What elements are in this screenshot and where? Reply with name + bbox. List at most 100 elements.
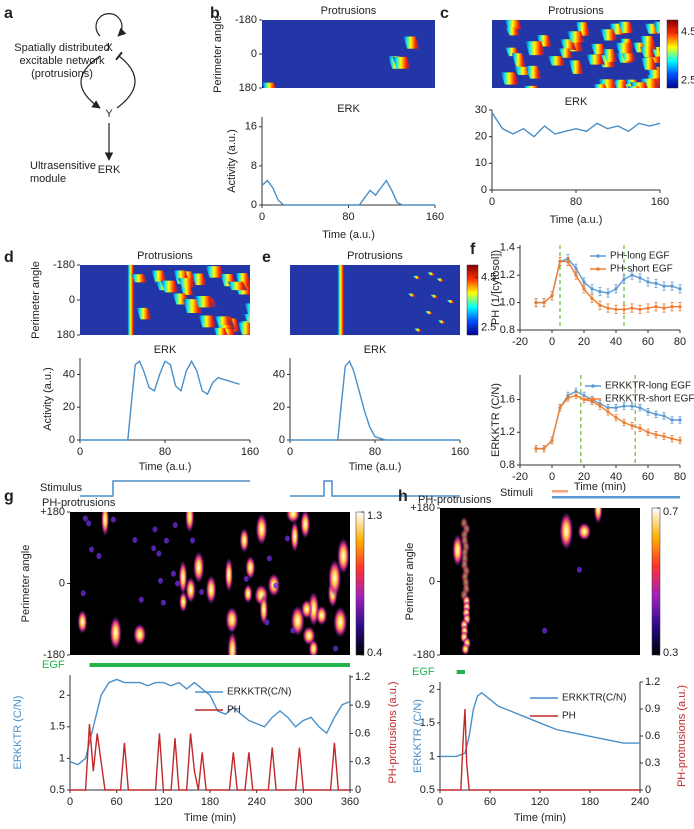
- legend-label: ERKKTR-short EGF: [605, 394, 694, 405]
- protrusion: [284, 535, 290, 542]
- chart-title: Protrusions: [137, 250, 193, 262]
- y-tick-label: 1.0: [500, 296, 515, 308]
- y-axis-label: ERKKTR (C/N): [490, 383, 502, 457]
- y-tick-label: 20: [273, 401, 285, 413]
- protrusion: [205, 575, 217, 605]
- protrusion: [559, 512, 574, 551]
- stimulus-bar: [456, 670, 465, 674]
- protrusion: [266, 555, 272, 562]
- y-axis-label: ERKKTR (C/N): [412, 699, 424, 773]
- y-tick-label: 1: [59, 752, 65, 764]
- point: [566, 259, 570, 264]
- protrusion: [413, 328, 423, 332]
- protrusion: [542, 627, 548, 634]
- point: [622, 307, 626, 312]
- protrusion: [110, 516, 116, 523]
- x-tick-label: 60: [484, 796, 496, 808]
- stimulus-label: EGF: [42, 659, 65, 671]
- y2-tick-label: 1.2: [355, 671, 370, 683]
- x-axis-label: Time (a.u.): [349, 461, 402, 473]
- colorbar: [651, 507, 661, 656]
- protrusion: [615, 42, 634, 54]
- y-tick-label: 16: [245, 121, 257, 133]
- point: [630, 404, 634, 408]
- protrusion: [300, 512, 311, 539]
- protrusion: [567, 31, 586, 43]
- protrusion: [337, 537, 350, 575]
- protrusion: [600, 29, 618, 41]
- point: [646, 410, 650, 414]
- protrusion: [613, 81, 628, 88]
- point: [662, 284, 666, 288]
- panel-label: d: [4, 249, 14, 266]
- y2-tick-label: 0: [645, 784, 651, 796]
- point: [654, 412, 658, 416]
- x-axis-label: Time (min): [184, 812, 236, 824]
- protrusion: [424, 311, 434, 315]
- axes: [261, 117, 435, 206]
- protrusion: [151, 545, 157, 552]
- stimulus-label: Stimuli: [500, 487, 533, 499]
- protrusion: [156, 550, 162, 557]
- y-tick-label: 2: [429, 683, 435, 695]
- protrusion: [290, 520, 299, 553]
- protrusion: [523, 85, 538, 88]
- y-tick-label: 0.5: [50, 784, 65, 796]
- node-x: X: [105, 42, 113, 54]
- y2-tick-label: 0.6: [645, 730, 660, 742]
- protrusion: [586, 54, 605, 65]
- chart-title: Protrusions: [548, 5, 604, 17]
- chart-title: ERK: [565, 96, 588, 108]
- y2-tick-label: 1.2: [645, 676, 660, 688]
- protrusion: [659, 34, 660, 37]
- x-tick-label: 0: [287, 446, 293, 458]
- y-axis-label: Perimeter angle: [404, 543, 416, 621]
- legend-label: PH: [227, 705, 241, 716]
- colorbar-tick-label: 0.7: [663, 506, 678, 518]
- y2-tick-label: 0: [355, 784, 361, 796]
- point: [670, 418, 674, 422]
- point: [534, 300, 538, 305]
- x-tick-label: 40: [610, 471, 622, 483]
- x-tick-label: 300: [294, 796, 312, 808]
- chart-title: ERK: [364, 344, 387, 356]
- point: [534, 447, 538, 451]
- x-axis-label: Time (min): [574, 481, 626, 493]
- protrusion: [82, 515, 88, 522]
- protrusion: [593, 84, 607, 88]
- protrusion: [224, 557, 233, 593]
- y-tick-label: 0.8: [500, 324, 515, 336]
- point: [654, 281, 658, 285]
- x-axis-label: Time (a.u.): [322, 229, 375, 241]
- stimulus-label: Stimulus: [40, 482, 83, 494]
- point: [590, 296, 594, 301]
- y-tick-label: 0: [481, 184, 487, 196]
- protrusion: [160, 280, 179, 293]
- colorbar: [666, 19, 679, 89]
- point: [630, 273, 634, 277]
- network-label: Spatially distributed: [14, 42, 109, 54]
- panel-label: h: [398, 488, 408, 505]
- chart-title: Protrusions: [321, 5, 377, 17]
- axes: [491, 110, 660, 191]
- point: [638, 307, 642, 312]
- series-line: [80, 359, 240, 441]
- y-tick-label: 8: [251, 160, 257, 172]
- panel-label: e: [262, 249, 271, 266]
- y-tick-label: 0.8: [500, 459, 515, 471]
- legend-label: PH: [562, 711, 576, 722]
- protrusion: [452, 534, 463, 567]
- y-tick-label: 1.5: [50, 721, 65, 733]
- protrusion: [602, 49, 618, 62]
- axes: [289, 358, 460, 441]
- x-tick-label: 80: [342, 211, 354, 223]
- y-axis-label: Perimeter angle: [30, 261, 42, 339]
- point: [662, 414, 666, 418]
- protrusion: [593, 508, 603, 524]
- protrusion: [255, 513, 268, 546]
- y-axis-label: Activity (a.u.): [42, 367, 54, 431]
- module-label: Ultrasensitive: [30, 160, 96, 172]
- series-line: [290, 359, 460, 441]
- protrusion: [96, 553, 102, 560]
- protrusion: [243, 575, 249, 582]
